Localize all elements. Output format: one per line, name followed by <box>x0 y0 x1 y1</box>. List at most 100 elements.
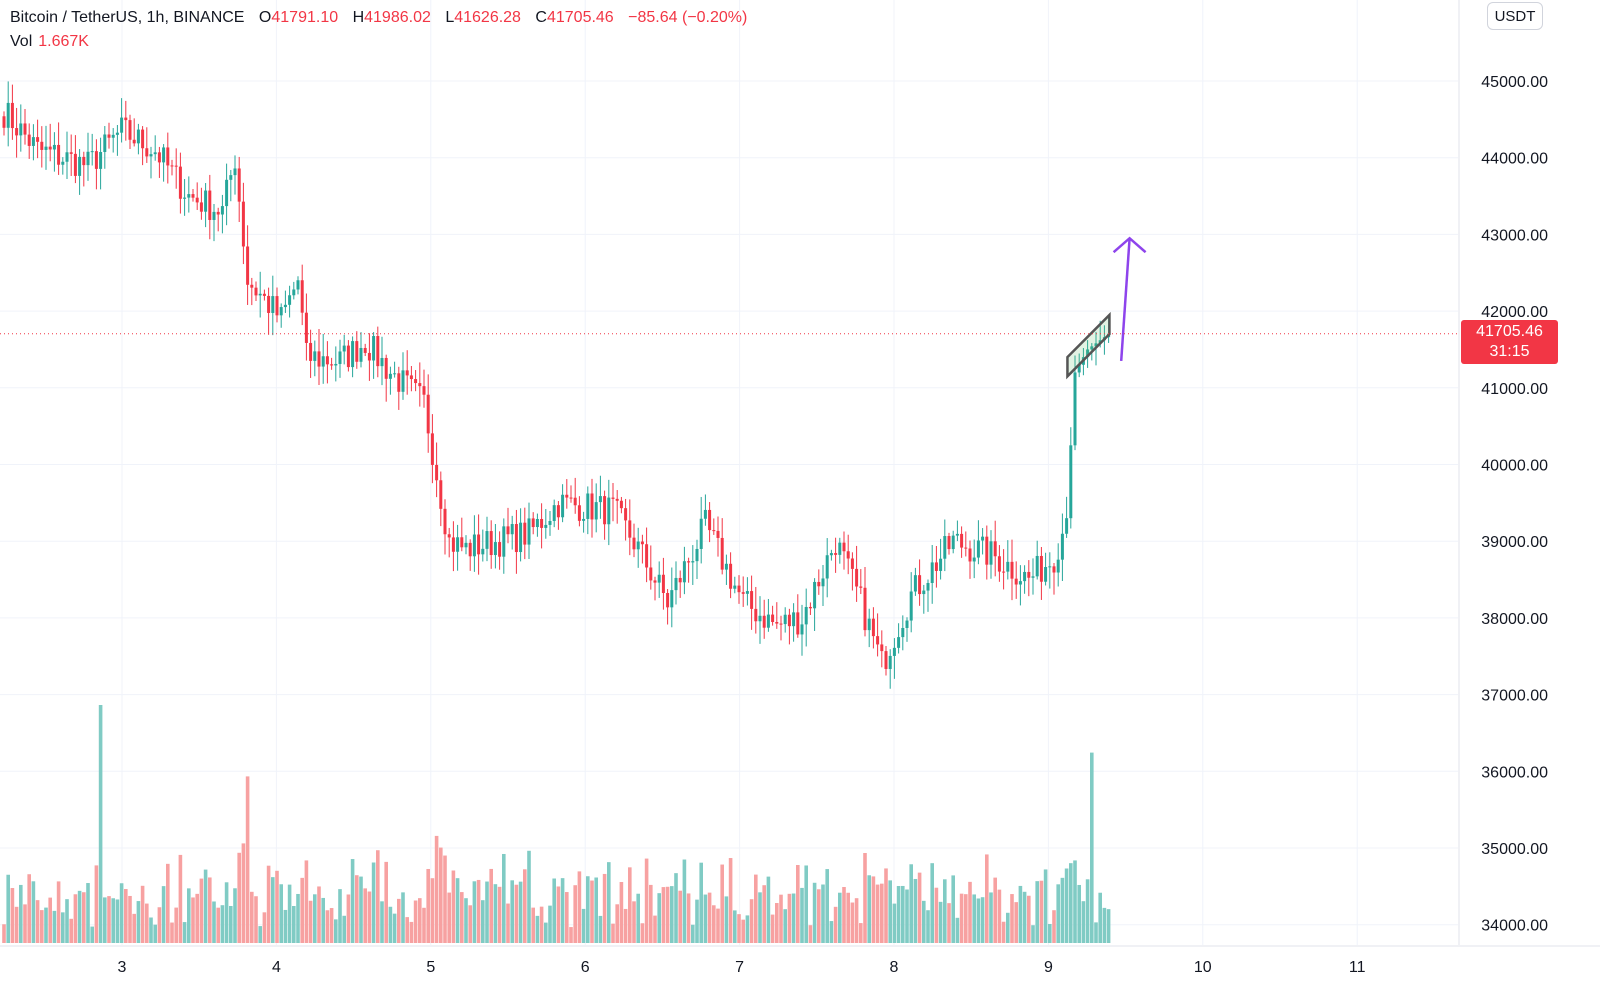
volume-bar <box>346 894 351 943</box>
volume-bar <box>14 906 19 943</box>
currency-button[interactable]: USDT <box>1487 2 1543 30</box>
volume-bar <box>82 892 86 943</box>
candle-body <box>233 168 237 176</box>
volume-bar <box>128 895 132 943</box>
candle-body <box>930 562 934 584</box>
time-tick-label: 6 <box>581 959 590 976</box>
price-tick-label: 45000.00 <box>1481 74 1548 91</box>
volume-bar <box>107 896 111 943</box>
volume-bar <box>384 861 388 943</box>
candle-body <box>69 152 73 154</box>
candle-body <box>132 139 136 144</box>
volume-bar <box>997 889 1002 943</box>
candle-body <box>107 134 111 138</box>
candle-body <box>989 541 993 565</box>
volume-bar <box>833 906 838 943</box>
candle-body <box>485 531 489 549</box>
volume-bar <box>766 876 771 943</box>
candle-body <box>1073 372 1077 446</box>
candle-body <box>745 591 749 594</box>
candle-body <box>640 541 644 545</box>
volume-bar <box>619 882 624 943</box>
volume-label: Vol <box>10 33 33 50</box>
candle-body <box>262 293 266 296</box>
candle-body <box>947 536 951 550</box>
volume-bar <box>1001 921 1006 943</box>
candle-body <box>229 175 233 180</box>
volume-bar <box>313 894 317 943</box>
volume-bar <box>413 900 418 943</box>
volume-bar <box>73 894 78 943</box>
time-axis[interactable]: 3 4 5 6 7 8 9 10 11 <box>0 945 1600 976</box>
candle-body <box>162 147 166 163</box>
volume-bar <box>157 907 162 943</box>
candle-body <box>145 148 149 157</box>
volume-bar <box>686 893 691 943</box>
candle-body <box>535 518 539 528</box>
volume-bar <box>476 879 481 943</box>
volume-bar <box>804 865 808 943</box>
volume-bar <box>586 876 590 943</box>
candle-body <box>716 530 720 538</box>
volume-bar <box>892 903 897 943</box>
volume-bar <box>460 892 464 943</box>
volume-bar <box>342 915 346 943</box>
volume-bar <box>880 883 884 943</box>
volume-bar <box>208 877 212 943</box>
volume-bar <box>854 898 859 943</box>
volume-bar <box>451 870 456 943</box>
candle-body <box>678 577 682 583</box>
volume-bar <box>1081 901 1086 943</box>
volume-bar <box>581 908 586 943</box>
volume-bar <box>758 892 762 943</box>
volume-bar <box>691 924 695 943</box>
volume-bar <box>938 901 943 943</box>
candle-body <box>687 561 691 563</box>
volume-bar <box>909 864 913 943</box>
candle-body <box>300 280 304 313</box>
candle-body <box>393 373 397 375</box>
volume-bar <box>464 898 468 943</box>
volume-bar <box>10 888 15 943</box>
volume-bar <box>367 891 372 943</box>
candle-body <box>111 134 115 138</box>
candle-body <box>842 542 846 552</box>
time-tick-label: 11 <box>1349 959 1366 976</box>
volume-bar <box>472 881 477 943</box>
volume-bar <box>1069 863 1073 943</box>
volume-bar <box>195 893 199 943</box>
candle-body <box>729 563 733 589</box>
volume-bar <box>548 905 552 943</box>
candle-body <box>430 433 434 465</box>
candle-body <box>271 296 275 313</box>
volume-bar <box>161 886 166 943</box>
low-label: L <box>445 9 455 26</box>
candle-body <box>876 636 880 645</box>
volume-bar <box>707 892 712 943</box>
symbol-legend: Bitcoin / TetherUS, 1h, BINANCE O41791.1… <box>10 6 747 30</box>
candle-body <box>330 364 334 366</box>
candle-body <box>1056 559 1060 573</box>
candle-body <box>439 480 443 509</box>
candle-body <box>1077 364 1081 373</box>
low-value: 41626.28 <box>454 9 521 26</box>
candle-body <box>359 347 363 362</box>
candle-body <box>183 197 187 199</box>
volume-bar <box>409 921 414 943</box>
volume-bar <box>875 884 880 943</box>
volume-bar <box>871 876 876 943</box>
price-tick-label: 38000.00 <box>1481 611 1548 628</box>
volume-bar <box>510 880 514 943</box>
volume-bar <box>808 925 813 943</box>
volume-bar <box>800 887 804 943</box>
candle-body <box>124 117 128 121</box>
candle-body <box>548 520 552 525</box>
candle-body <box>724 563 728 570</box>
candle-body <box>577 505 581 521</box>
candle-body <box>65 152 69 162</box>
candle-body <box>73 153 77 176</box>
price-axis[interactable]: 45000.00 44000.00 43000.00 42000.00 41000.00… <box>1458 0 1548 945</box>
volume-bar <box>917 872 922 943</box>
volume-bar <box>716 908 720 943</box>
